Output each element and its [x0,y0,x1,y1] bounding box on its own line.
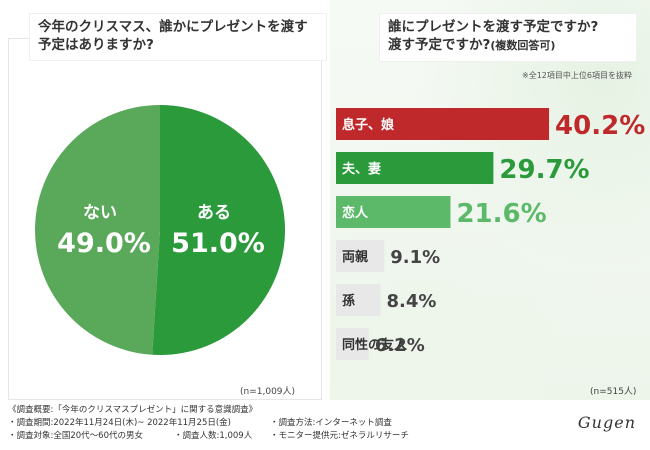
gugen-logo: Gugen [577,413,636,432]
bar-label-4: 孫 [342,293,355,309]
bar-5 [336,328,369,360]
footer-method: ・調査方法:インターネット調査 [270,418,392,428]
bar-label-0: 息子、娘 [342,117,395,133]
bar-value-4: 8.4% [387,291,437,312]
bar-1 [336,152,494,184]
bar-0 [336,108,550,140]
bar-label-2: 恋人 [342,205,369,221]
bar-value-5: 6.2% [375,335,425,356]
bar-value-2: 21.6% [456,199,546,229]
bar-value-0: 40.2% [555,111,645,141]
bar-title-main: 誰にプレゼントを渡す予定ですか? [388,19,599,35]
bar-2 [336,196,451,228]
bar-title-line2: 渡す予定ですか? [388,37,491,53]
footer-period: ・調査期間:2022年11月24日(木)~ 2022年11月25日(金) [8,418,231,428]
bar-3 [336,240,385,272]
bar-subtitle: (複数回答可) [490,39,556,52]
footer-title: 《調査概要:「今年のクリスマスプレゼント」に関する意識調査》 [8,405,258,415]
survey-footer: 《調査概要:「今年のクリスマスプレゼント」に関する意識調査》 ・調査期間:202… [8,404,409,443]
bar-note: ※全12項目中上位6項目を抜粋 [522,71,632,80]
pie-title: 今年のクリスマス、誰かにプレゼントを渡す予定はありますか? [30,14,326,60]
bar-label-1: 夫、妻 [342,161,381,177]
bar-value-3: 9.1% [390,247,440,268]
bar-label-5: 同性の友人 [342,337,408,353]
footer-count: ・調査人数:1,009人 [174,431,253,441]
pie-n-label: (n=1,009人) [240,387,296,397]
bar-value-1: 29.7% [499,155,589,185]
footer-provider: ・モニター提供元:ゼネラルリサーチ [270,431,409,441]
bar-label-3: 両親 [342,249,368,265]
footer-target: ・調査対象:全国20代～60代の男女 [8,431,143,441]
bar-n-label: (n=515人) [590,387,637,397]
bar-4 [336,284,381,316]
bar-title: 誰にプレゼントを渡す予定ですか? 渡す予定ですか?(複数回答可) [380,14,636,61]
